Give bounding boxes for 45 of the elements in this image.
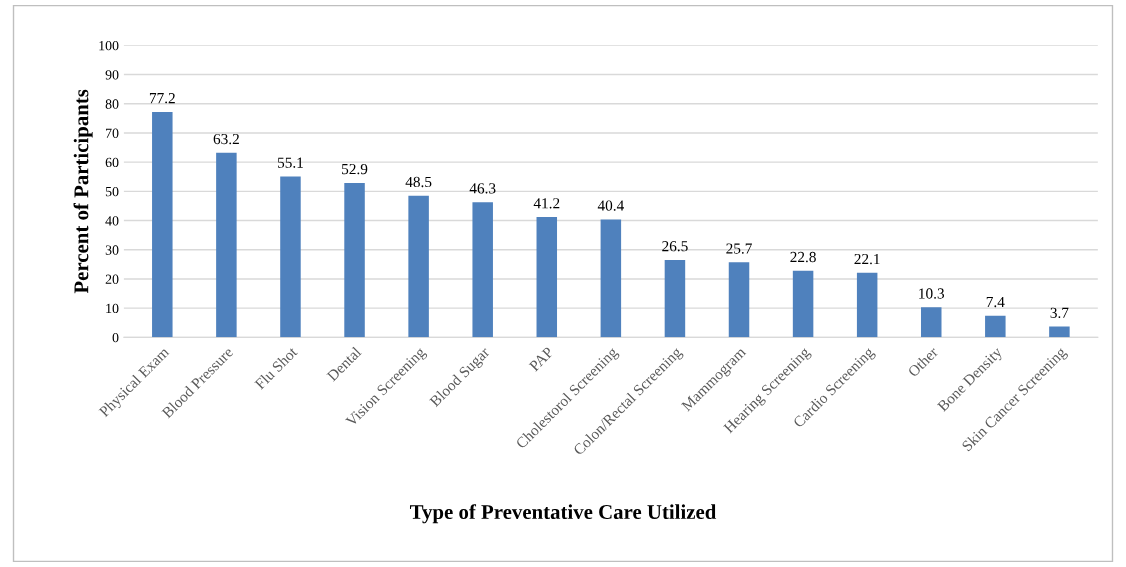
bar [216, 152, 237, 338]
bar [280, 176, 301, 338]
bar [664, 259, 686, 338]
bar [600, 219, 622, 338]
y-tick-label: 0 [112, 332, 119, 343]
data-label: 40.4 [597, 200, 624, 211]
bar [152, 111, 173, 338]
y-tick-label: 60 [105, 157, 119, 168]
y-tick-label: 40 [105, 216, 119, 226]
bar [792, 270, 814, 338]
bar [1049, 326, 1070, 338]
data-label: 3.7 [1050, 307, 1069, 318]
x-axis-title: Type of Preventative Care Utilized [409, 504, 717, 524]
data-label: 63.2 [213, 133, 239, 145]
bar [408, 195, 429, 338]
data-label: 22.1 [854, 253, 880, 265]
data-label: 55.1 [277, 157, 303, 168]
data-label: 22.8 [790, 251, 816, 263]
data-label: 7.4 [986, 296, 1005, 308]
bar [536, 217, 558, 338]
data-label: 77.2 [149, 93, 175, 104]
data-label: 10.3 [919, 288, 945, 299]
y-tick-label: 100 [99, 40, 119, 51]
y-tick-label: 90 [105, 70, 119, 80]
bar [728, 262, 750, 338]
y-tick-label: 80 [105, 99, 119, 109]
data-label: 52.9 [342, 163, 368, 175]
x-tick-label: PAP [528, 346, 554, 372]
y-tick-label: 30 [105, 245, 119, 255]
data-label: 25.7 [726, 243, 752, 254]
y-tick-label: 50 [105, 186, 119, 197]
x-tick-label: Flu Shot [253, 345, 299, 390]
bar [856, 272, 878, 338]
bar [344, 182, 365, 338]
data-label: 26.5 [662, 241, 688, 252]
data-label: 46.3 [469, 183, 496, 194]
bar [985, 315, 1006, 338]
y-tick-label: 20 [105, 274, 119, 284]
y-axis-title: Percent of Participants [73, 89, 93, 294]
bar [472, 202, 493, 338]
y-tick-label: 10 [106, 303, 119, 314]
data-label: 48.5 [405, 176, 432, 188]
y-tick-label: 70 [106, 128, 119, 138]
data-label: 41.2 [533, 198, 560, 209]
bar [920, 307, 942, 338]
